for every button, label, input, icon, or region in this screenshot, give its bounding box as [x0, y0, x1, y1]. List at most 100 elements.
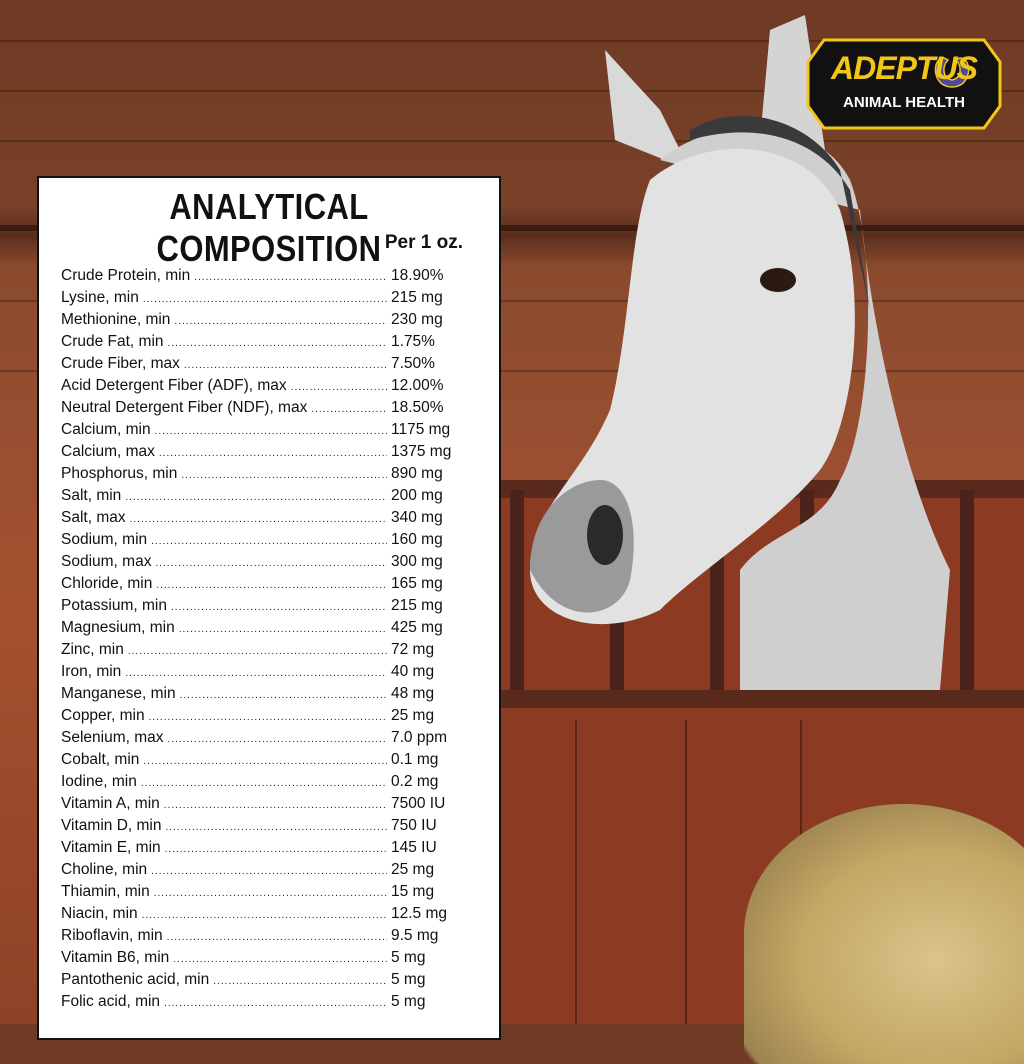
hay-pile — [744, 804, 1024, 1064]
nutrient-value: 15 mg — [391, 883, 435, 900]
nutrient-label: Calcium, max — [61, 443, 155, 460]
horseshoe-icon — [934, 57, 970, 88]
stall-rail — [500, 690, 1024, 708]
nutrient-label: Vitamin E, min — [61, 839, 161, 856]
dot-leader — [181, 470, 387, 481]
nutrient-value: 750 IU — [391, 817, 437, 834]
dot-leader — [179, 624, 387, 635]
nutrient-value: 12.00% — [391, 377, 444, 394]
nutrient-value: 200 mg — [391, 487, 443, 504]
wall-plank — [0, 90, 1024, 92]
composition-row: Iron, min 40 mg — [61, 663, 471, 685]
nutrient-value: 72 mg — [391, 641, 435, 658]
nutrient-value: 1375 mg — [391, 443, 452, 460]
composition-row: Vitamin E, min 145 IU — [61, 839, 471, 861]
nutrient-value: 48 mg — [391, 685, 435, 702]
stall-board — [575, 720, 577, 1024]
panel-title: ANALYTICAL COMPOSITION — [156, 186, 382, 269]
nutrient-value: 18.90% — [391, 267, 444, 284]
dot-leader — [151, 866, 387, 877]
nutrient-value: 890 mg — [391, 465, 443, 482]
nutrient-label: Choline, min — [61, 861, 148, 878]
composition-row: Neutral Detergent Fiber (NDF), max 18.50% — [61, 399, 471, 421]
composition-row: Zinc, min 72 mg — [61, 641, 471, 663]
composition-row: Manganese, min 48 mg — [61, 685, 471, 707]
nutrient-label: Thiamin, min — [61, 883, 150, 900]
nutrient-value: 5 mg — [391, 949, 426, 966]
composition-row: Copper, min 25 mg — [61, 707, 471, 729]
stall-board — [685, 720, 687, 1024]
composition-row: Pantothenic acid, min 5 mg — [61, 971, 471, 993]
nutrient-label: Phosphorus, min — [61, 465, 178, 482]
nutrient-value: 25 mg — [391, 861, 435, 878]
nutrient-label: Pantothenic acid, min — [61, 971, 210, 988]
dot-leader — [143, 756, 387, 767]
nutrient-label: Iron, min — [61, 663, 122, 680]
horse-nostril — [587, 505, 623, 565]
stall-bar — [960, 490, 974, 690]
dot-leader — [166, 822, 388, 833]
composition-row: Potassium, min 215 mg — [61, 597, 471, 619]
composition-row: Cobalt, min 0.1 mg — [61, 751, 471, 773]
nutrient-value: 5 mg — [391, 971, 426, 988]
dot-leader — [311, 404, 387, 415]
horse-image — [530, 15, 950, 691]
wall-plank — [0, 40, 1024, 42]
nutrient-label: Crude Protein, min — [61, 267, 191, 284]
dot-leader — [130, 514, 387, 525]
nutrient-value: 215 mg — [391, 289, 443, 306]
horse-ear-right — [760, 15, 825, 150]
composition-row: Folic acid, min 5 mg — [61, 993, 471, 1015]
nutrient-label: Zinc, min — [61, 641, 124, 658]
nutrient-value: 230 mg — [391, 311, 443, 328]
dot-leader — [168, 734, 387, 745]
nutrient-label: Chloride, min — [61, 575, 153, 592]
dot-leader — [149, 712, 387, 723]
nutrient-label: Salt, min — [61, 487, 122, 504]
composition-row: Crude Fiber, max 7.50% — [61, 355, 471, 377]
nutrient-label: Calcium, min — [61, 421, 151, 438]
logo-badge-shape — [806, 38, 1002, 130]
horse-mane — [690, 115, 870, 310]
nutrient-value: 7.0 ppm — [391, 729, 448, 746]
nutrient-value: 9.5 mg — [391, 927, 439, 944]
nutrient-label: Sodium, min — [61, 531, 148, 548]
dot-leader — [164, 800, 387, 811]
nutrient-label: Vitamin D, min — [61, 817, 162, 834]
composition-row: Choline, min 25 mg — [61, 861, 471, 883]
composition-row: Thiamin, min 15 mg — [61, 883, 471, 905]
nutrient-label: Crude Fiber, max — [61, 355, 180, 372]
nutrient-label: Cobalt, min — [61, 751, 140, 768]
logo-subtitle: ANIMAL HEALTH — [843, 94, 965, 111]
dot-leader — [165, 844, 387, 855]
nutrient-label: Riboflavin, min — [61, 927, 163, 944]
composition-row: Vitamin B6, min 5 mg — [61, 949, 471, 971]
stall-bar — [510, 490, 524, 690]
nutrient-label: Acid Detergent Fiber (ADF), max — [61, 377, 287, 394]
dot-leader — [291, 382, 387, 393]
brand-logo: ADEPTUS ANIMAL HEALTH — [806, 38, 1002, 130]
composition-row: Salt, max 340 mg — [61, 509, 471, 531]
logo-brand: ADEPTUS — [831, 50, 978, 86]
nutrient-label: Magnesium, min — [61, 619, 175, 636]
composition-row: Phosphorus, min 890 mg — [61, 465, 471, 487]
composition-row: Crude Fat, min 1.75% — [61, 333, 471, 355]
nutrient-value: 5 mg — [391, 993, 426, 1010]
dot-leader — [171, 602, 387, 613]
composition-row: Vitamin D, min 750 IU — [61, 817, 471, 839]
nutrient-value: 425 mg — [391, 619, 443, 636]
dot-leader — [128, 646, 387, 657]
composition-row: Methionine, min 230 mg — [61, 311, 471, 333]
dot-leader — [173, 954, 387, 965]
composition-row: Niacin, min 12.5 mg — [61, 905, 471, 927]
nutrient-label: Lysine, min — [61, 289, 139, 306]
nutrient-label: Niacin, min — [61, 905, 138, 922]
composition-row: Acid Detergent Fiber (ADF), max 12.00% — [61, 377, 471, 399]
nutrient-label: Copper, min — [61, 707, 145, 724]
composition-row: Salt, min 200 mg — [61, 487, 471, 509]
composition-row: Sodium, max 300 mg — [61, 553, 471, 575]
composition-row: Lysine, min 215 mg — [61, 289, 471, 311]
serving-size: Per 1 oz. — [384, 232, 463, 253]
nutrient-label: Methionine, min — [61, 311, 171, 328]
nutrient-label: Folic acid, min — [61, 993, 161, 1010]
